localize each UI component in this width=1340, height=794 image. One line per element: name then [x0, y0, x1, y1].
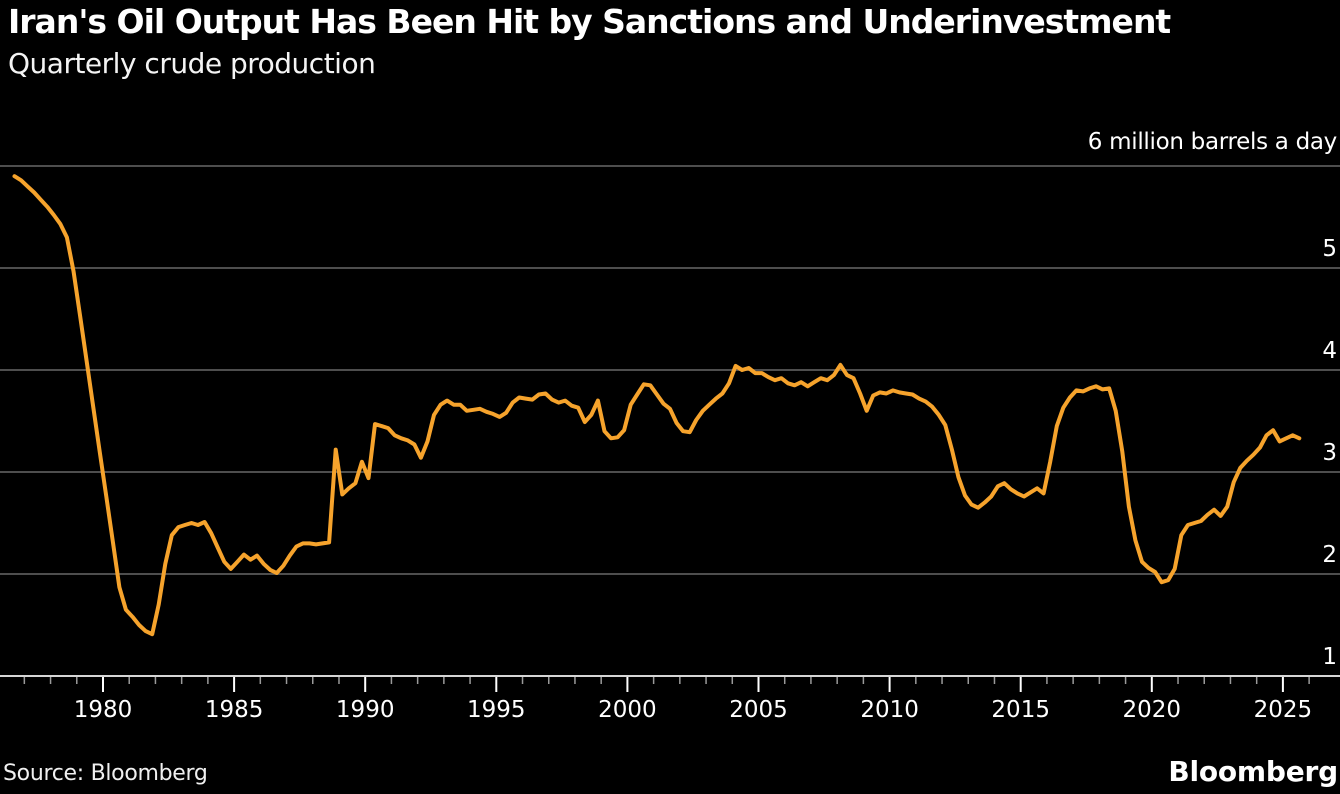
chart-title: Iran's Oil Output Has Been Hit by Sancti…: [8, 2, 1171, 41]
x-axis-label-1990: 1990: [336, 697, 395, 723]
x-axis-label-1985: 1985: [205, 697, 264, 723]
y-axis-label-4: 4: [1322, 338, 1337, 364]
x-axis-label-2010: 2010: [860, 697, 919, 723]
x-axis-label-2020: 2020: [1123, 697, 1182, 723]
y-axis-label-3: 3: [1322, 440, 1337, 466]
x-axis-label-2005: 2005: [729, 697, 788, 723]
chart-subtitle: Quarterly crude production: [8, 47, 376, 80]
x-axis-minor-ticks: [23, 677, 1310, 684]
gridlines: [0, 165, 1340, 575]
x-axis-label-2000: 2000: [598, 697, 657, 723]
x-axis-label-1995: 1995: [467, 697, 526, 723]
bloomberg-logo: Bloomberg: [1168, 755, 1338, 788]
x-axis-label-1980: 1980: [74, 697, 133, 723]
y-axis-labels: 5 4 3 2 1: [1322, 236, 1337, 670]
y-axis-unit-label: 6 million barrels a day: [1087, 129, 1338, 155]
y-axis-label-2: 2: [1322, 542, 1337, 568]
x-axis-label-2025: 2025: [1254, 697, 1313, 723]
source-label: Source: Bloomberg: [3, 761, 208, 786]
y-axis-label-5: 5: [1322, 236, 1337, 262]
production-line: [12, 174, 1302, 637]
y-axis-label-1: 1: [1322, 644, 1337, 670]
x-axis-major-ticks: 1980 1985 1990 1995 2000 2005 2010 2015 2020 2025: [74, 677, 1312, 723]
x-axis-label-2015: 2015: [991, 697, 1050, 723]
